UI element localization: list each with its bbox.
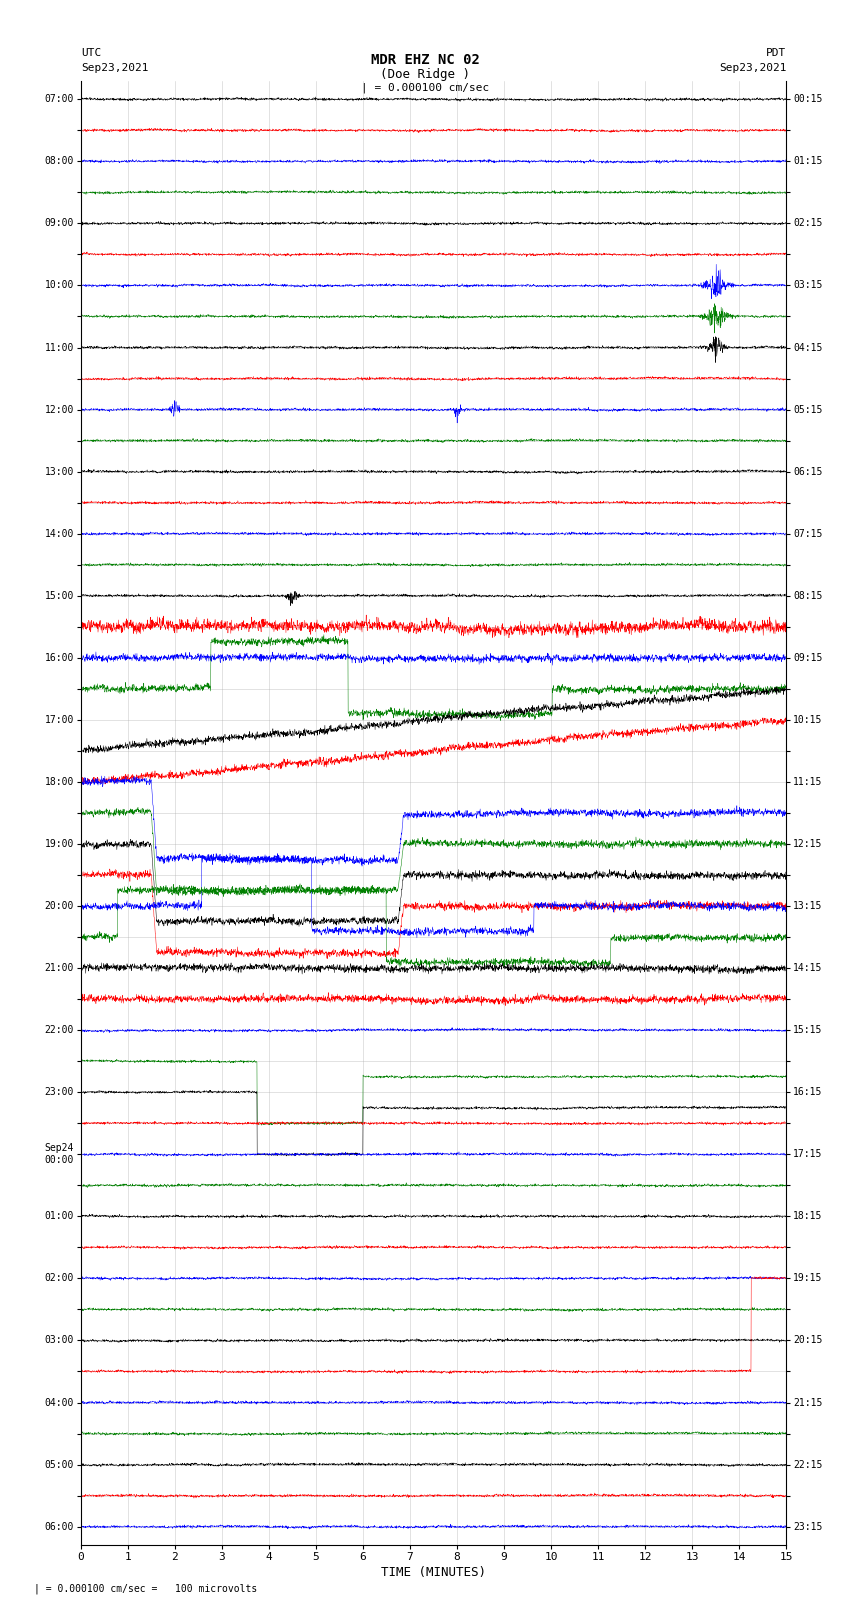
Text: (Doe Ridge ): (Doe Ridge )	[380, 68, 470, 81]
Text: MDR EHZ NC 02: MDR EHZ NC 02	[371, 53, 479, 68]
Text: Sep23,2021: Sep23,2021	[719, 63, 786, 73]
Text: UTC: UTC	[81, 48, 101, 58]
Text: PDT: PDT	[766, 48, 786, 58]
Text: | = 0.000100 cm/sec =   100 microvolts: | = 0.000100 cm/sec = 100 microvolts	[34, 1582, 258, 1594]
Text: Sep23,2021: Sep23,2021	[81, 63, 148, 73]
Text: | = 0.000100 cm/sec: | = 0.000100 cm/sec	[361, 82, 489, 94]
X-axis label: TIME (MINUTES): TIME (MINUTES)	[381, 1566, 486, 1579]
